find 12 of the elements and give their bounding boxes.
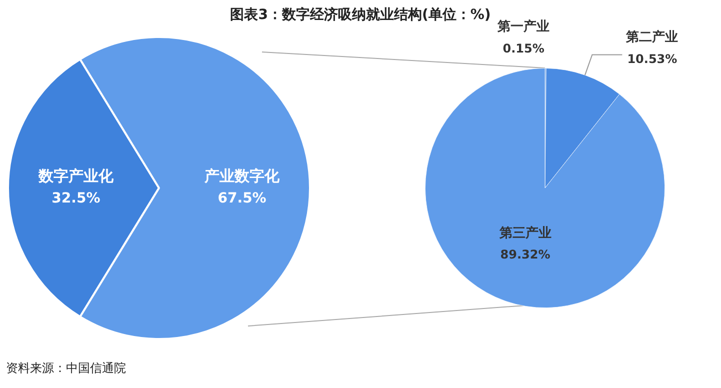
slice-label: 数字产业化	[37, 166, 114, 185]
data-label: 32.5%	[52, 190, 100, 207]
slice-label: 第二产业	[625, 29, 678, 46]
data-label: 67.5%	[218, 190, 266, 207]
slice-label: 第三产业	[498, 224, 552, 241]
data-label: 89.32%	[500, 248, 550, 262]
text: 图表3：数字经济吸纳就业结构(单位：%)	[230, 7, 491, 23]
data-label: 10.53%	[627, 52, 678, 66]
slice-label: 产业数字化	[204, 166, 281, 185]
text: 资料来源：中国信通院	[6, 360, 126, 377]
data-label: 0.15%	[502, 41, 544, 56]
slice-label: 第一产业	[496, 18, 550, 35]
